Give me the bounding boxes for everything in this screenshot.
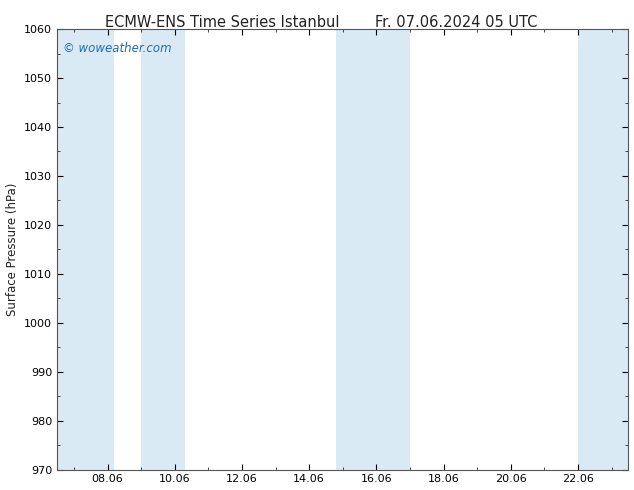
Bar [141,29,184,469]
Bar [336,29,377,469]
Bar [57,29,114,469]
Text: © woweather.com: © woweather.com [63,42,171,55]
Y-axis label: Surface Pressure (hPa): Surface Pressure (hPa) [6,183,18,316]
Text: ECMW-ENS Time Series Istanbul: ECMW-ENS Time Series Istanbul [105,15,339,30]
Bar [578,29,628,469]
Text: Fr. 07.06.2024 05 UTC: Fr. 07.06.2024 05 UTC [375,15,538,30]
Bar [377,29,410,469]
